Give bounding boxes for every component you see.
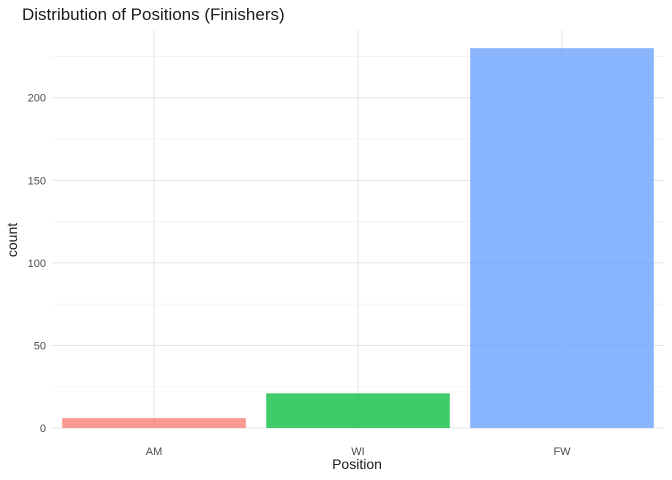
x-tick-label: FW bbox=[553, 446, 571, 458]
y-axis-ticks: 0 50 100 150 200 bbox=[28, 93, 46, 435]
y-axis-title: count bbox=[4, 223, 20, 257]
chart-title: Distribution of Positions (Finishers) bbox=[22, 5, 285, 24]
y-tick-label: 100 bbox=[28, 258, 46, 270]
y-tick-label: 200 bbox=[28, 93, 46, 105]
x-axis-ticks: AM WI FW bbox=[146, 446, 571, 458]
bars bbox=[62, 48, 654, 428]
x-tick-label: AM bbox=[146, 446, 163, 458]
y-tick-label: 0 bbox=[40, 423, 46, 435]
y-tick-label: 150 bbox=[28, 175, 46, 187]
x-axis-title: Position bbox=[332, 456, 382, 472]
bar-am bbox=[62, 418, 246, 428]
x-tick-label: WI bbox=[351, 446, 364, 458]
bar-fw bbox=[470, 48, 654, 428]
y-tick-label: 50 bbox=[34, 340, 46, 352]
bar-wi bbox=[266, 393, 450, 428]
